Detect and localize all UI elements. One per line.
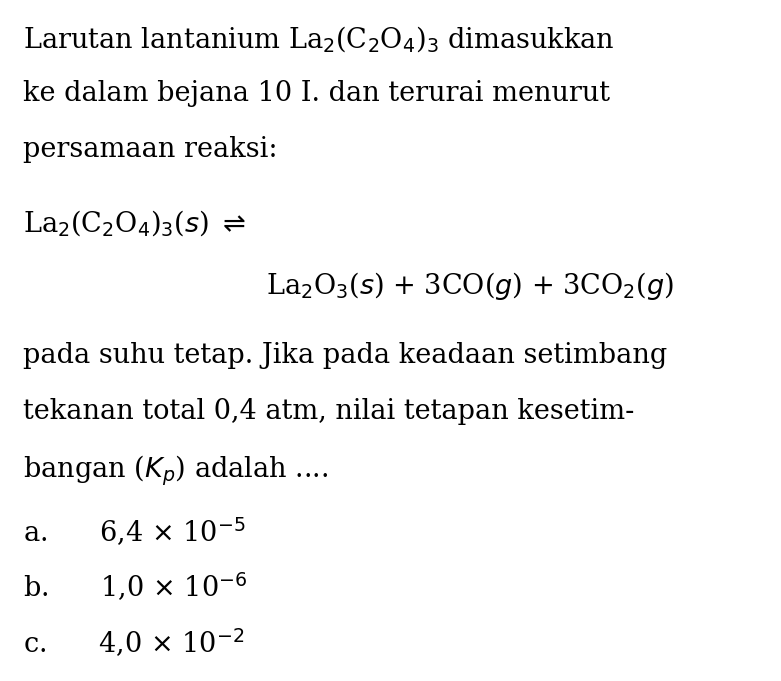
Text: tekanan total 0,4 atm, nilai tetapan kesetim-: tekanan total 0,4 atm, nilai tetapan kes… [23,398,635,425]
Text: a.      6,4 $\times$ 10$^{-5}$: a. 6,4 $\times$ 10$^{-5}$ [23,516,246,548]
Text: bangan ($K_p$) adalah ....: bangan ($K_p$) adalah .... [23,454,329,488]
Text: c.      4,0 $\times$ 10$^{-2}$: c. 4,0 $\times$ 10$^{-2}$ [23,627,245,659]
Text: persamaan reaksi:: persamaan reaksi: [23,136,278,163]
Text: La$_2$(C$_2$O$_4$)$_3$($s$) $\rightleftharpoons$: La$_2$(C$_2$O$_4$)$_3$($s$) $\rightlefth… [23,208,247,238]
Text: b.      1,0 $\times$ 10$^{-6}$: b. 1,0 $\times$ 10$^{-6}$ [23,571,248,603]
Text: La$_2$O$_3$($s$) + 3CO($g$) + 3CO$_2$($g$): La$_2$O$_3$($s$) + 3CO($g$) + 3CO$_2$($g… [266,270,674,302]
Text: Larutan lantanium La$_2$(C$_2$O$_4$)$_3$ dimasukkan: Larutan lantanium La$_2$(C$_2$O$_4$)$_3$… [23,24,615,54]
Text: pada suhu tetap. Jika pada keadaan setimbang: pada suhu tetap. Jika pada keadaan setim… [23,342,668,369]
Text: ke dalam bejana 10 I. dan terurai menurut: ke dalam bejana 10 I. dan terurai menuru… [23,80,611,107]
